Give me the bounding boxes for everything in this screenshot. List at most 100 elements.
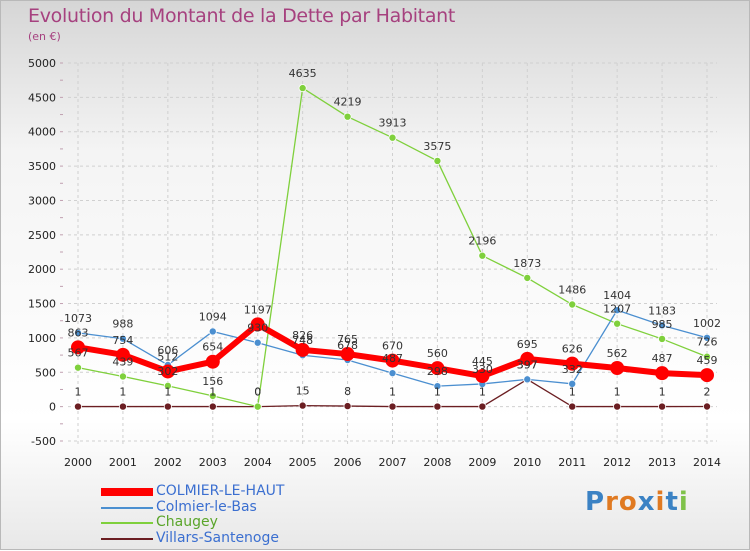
- data-point: [655, 366, 670, 381]
- x-tick-label: 2011: [558, 456, 586, 469]
- y-tick-label: 500: [35, 366, 56, 379]
- data-point: [433, 382, 442, 391]
- data-label: 988: [112, 318, 133, 331]
- y-tick-label: 3500: [28, 160, 56, 173]
- data-point: [208, 327, 217, 336]
- data-label: 1073: [64, 312, 92, 325]
- data-label: 726: [697, 336, 718, 349]
- data-label: 1: [434, 386, 441, 399]
- data-point: [658, 402, 667, 411]
- logo-letter: i: [678, 487, 689, 517]
- data-label: 439: [112, 355, 133, 368]
- legend-swatch: [101, 506, 153, 509]
- y-tick-label: 3000: [28, 194, 56, 207]
- data-label: 1: [479, 386, 486, 399]
- data-label: 678: [337, 339, 358, 352]
- data-point: [163, 402, 172, 411]
- x-tick-label: 2001: [109, 456, 137, 469]
- logo-letter: t: [665, 487, 679, 517]
- x-tick-label: 2005: [289, 456, 317, 469]
- data-label: 0: [254, 386, 261, 399]
- data-label: 560: [427, 347, 448, 360]
- data-point: [298, 84, 307, 93]
- data-point: [118, 334, 127, 343]
- data-point: [71, 340, 85, 355]
- x-tick-label: 2006: [334, 456, 362, 469]
- data-point: [208, 391, 217, 400]
- data-point: [613, 306, 622, 315]
- data-label: 826: [292, 329, 313, 342]
- data-label: 397: [517, 358, 538, 371]
- data-point: [388, 402, 397, 411]
- data-label: 567: [68, 347, 89, 360]
- data-point: [163, 381, 172, 390]
- data-point: [208, 402, 217, 411]
- data-label: 1207: [603, 303, 631, 316]
- y-tick-label: 4000: [28, 126, 56, 139]
- data-label: 670: [382, 340, 403, 353]
- y-tick-label: 1500: [28, 298, 56, 311]
- data-point: [253, 338, 262, 347]
- data-point: [475, 369, 490, 384]
- y-tick-label: -500: [31, 435, 56, 448]
- data-point: [205, 354, 220, 369]
- data-label: 332: [562, 363, 583, 376]
- data-label: 765: [337, 333, 358, 346]
- data-point: [703, 333, 712, 342]
- data-label: 1: [75, 386, 82, 399]
- data-label: 3913: [379, 117, 407, 130]
- data-point: [253, 402, 262, 411]
- proxiti-logo: Proxiti: [585, 487, 689, 517]
- data-label: 1: [569, 386, 576, 399]
- data-point: [565, 356, 580, 371]
- data-label: 4219: [334, 96, 362, 109]
- data-point: [523, 273, 532, 282]
- logo-letter: x: [637, 487, 656, 517]
- legend-label: Colmier-le-Bas: [156, 498, 257, 515]
- data-label: 15: [296, 385, 310, 398]
- y-tick-label: 0: [49, 401, 56, 414]
- data-label: 1: [614, 386, 621, 399]
- y-tick-label: 5000: [28, 57, 56, 70]
- data-point: [388, 369, 397, 378]
- data-point: [613, 402, 622, 411]
- data-label: 1: [209, 386, 216, 399]
- data-label: 1183: [648, 304, 676, 317]
- data-point: [703, 402, 712, 411]
- x-tick-label: 2010: [513, 456, 541, 469]
- data-point: [298, 401, 307, 410]
- data-point: [295, 342, 310, 357]
- logo-letter: r: [605, 487, 619, 517]
- data-label: 748: [292, 334, 313, 347]
- data-label: 487: [382, 352, 403, 365]
- data-point: [568, 402, 577, 411]
- data-point: [520, 351, 535, 366]
- logo-letter: P: [585, 487, 606, 517]
- data-label: 397: [517, 358, 538, 371]
- x-tick-label: 2004: [244, 456, 272, 469]
- data-point: [343, 402, 352, 411]
- y-tick-label: 2000: [28, 263, 56, 276]
- legend-label: Chaugey: [156, 514, 218, 530]
- data-point: [388, 133, 397, 142]
- data-label: 1002: [693, 317, 721, 330]
- data-point: [433, 402, 442, 411]
- data-label: 445: [472, 355, 493, 368]
- data-point: [340, 347, 355, 362]
- series-lines: [71, 84, 714, 411]
- axes: -500 0 500 1000 1500 2000 2500 3000 3500 4000 4500…: [28, 57, 721, 469]
- data-point: [523, 375, 532, 384]
- data-label: 1094: [199, 310, 227, 323]
- legend-swatch: [101, 488, 153, 496]
- x-tick-label: 2002: [154, 456, 182, 469]
- data-point: [478, 402, 487, 411]
- data-point: [250, 317, 265, 332]
- data-label: 302: [157, 365, 178, 378]
- x-tick-label: 2009: [468, 456, 496, 469]
- data-label: 8: [344, 385, 351, 398]
- data-point: [478, 251, 487, 260]
- chart-subtitle: (en €): [28, 30, 61, 43]
- data-point: [74, 363, 83, 372]
